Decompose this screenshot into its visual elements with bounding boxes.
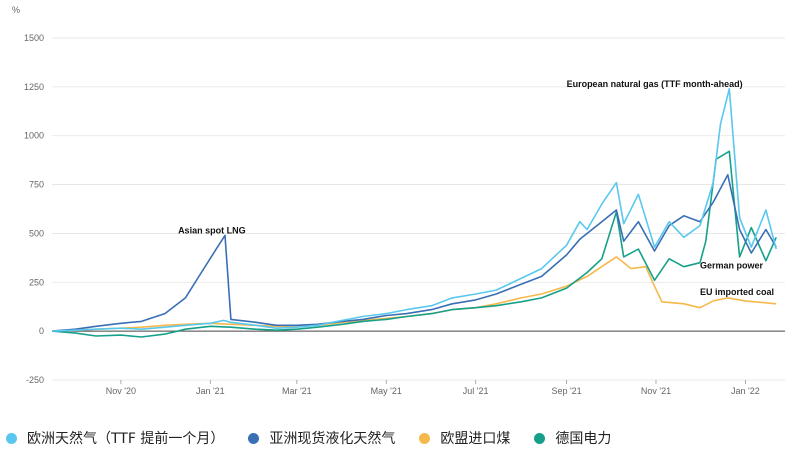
x-tick-label: Nov '20 <box>106 386 136 396</box>
legend-item-ttf: 欧洲天然气（TTF 提前一个月） <box>6 428 224 448</box>
legend-item-german-power: 德国电力 <box>534 428 611 448</box>
y-tick-label: 0 <box>39 326 44 336</box>
y-tick-label: 250 <box>29 277 44 287</box>
y-tick-label: 1000 <box>24 131 44 141</box>
x-tick-label: Mar '21 <box>282 386 312 396</box>
line-ttf <box>51 88 777 332</box>
y-tick-label: 1250 <box>24 82 44 92</box>
annotation-ttf: European natural gas (TTF month-ahead) <box>567 79 743 89</box>
legend: 欧洲天然气（TTF 提前一个月） 亚洲现货液化天然气 欧盟进口煤 德国电力 <box>0 420 800 456</box>
annotation-eu-coal: EU imported coal <box>700 287 774 297</box>
chart-container: % -250 0 250 500 750 1000 1250 1500 Nov '20 Jan '2… <box>12 5 785 396</box>
x-tick-label: May '21 <box>371 386 402 396</box>
y-tick-label: 750 <box>29 180 44 190</box>
y-axis-unit-label: % <box>12 5 20 15</box>
legend-dot-ttf <box>6 432 17 444</box>
legend-label-ttf: 欧洲天然气（TTF 提前一个月） <box>27 431 225 447</box>
x-tick-label: Jan '21 <box>196 386 225 396</box>
y-tick-label: 500 <box>29 228 44 238</box>
legend-item-eu-coal: 欧盟进口煤 <box>419 428 510 448</box>
line-eu-coal <box>51 256 777 332</box>
legend-dot-german-power <box>534 432 546 444</box>
line-asian-lng <box>51 174 777 332</box>
legend-label-german-power: 德国电力 <box>555 431 612 447</box>
legend-label-eu-coal: 欧盟进口煤 <box>440 431 511 447</box>
line-german-power <box>51 150 777 338</box>
legend-dot-asian-lng <box>248 432 260 444</box>
y-tick-label: 1500 <box>24 33 44 43</box>
x-tick-label: Jul '21 <box>463 386 489 396</box>
annotation-german-power: German power <box>700 261 764 271</box>
annotation-asian-lng: Asian spot LNG <box>178 225 246 235</box>
legend-label-asian-lng: 亚洲现货液化天然气 <box>269 431 396 447</box>
legend-dot-eu-coal <box>419 432 431 444</box>
x-tick-label: Jan '22 <box>731 386 760 396</box>
x-tick-label: Nov '21 <box>641 386 671 396</box>
x-tick-label: Sep '21 <box>551 386 581 396</box>
y-tick-label: -250 <box>26 375 44 385</box>
legend-item-asian-lng: 亚洲现货液化天然气 <box>248 428 395 448</box>
line-chart: % -250 0 250 500 750 1000 1250 1500 Nov '20 Jan '2… <box>12 5 785 396</box>
